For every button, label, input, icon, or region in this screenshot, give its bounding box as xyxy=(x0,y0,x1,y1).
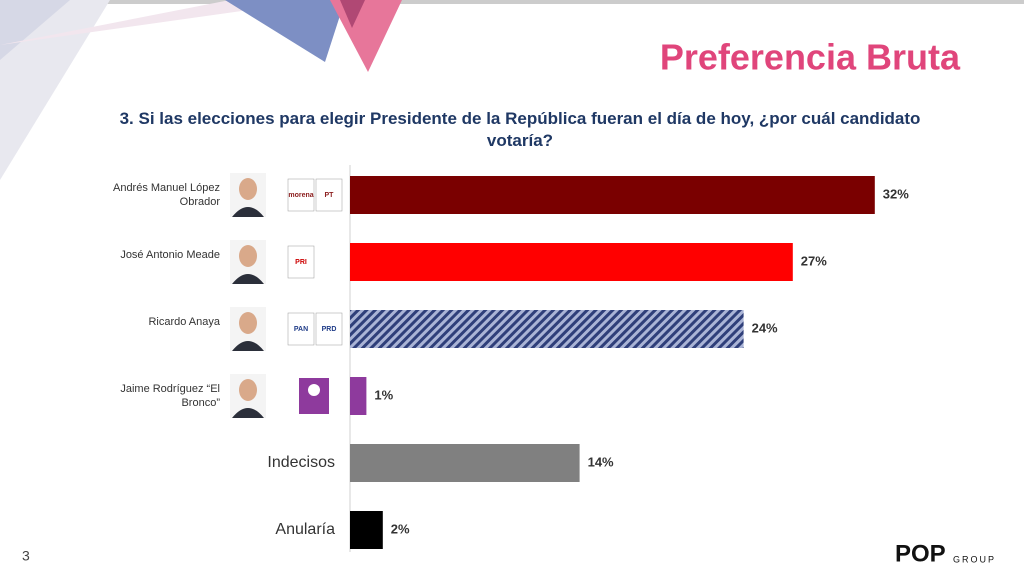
party-logo-text: PAN xyxy=(294,326,308,333)
party-logo-icon xyxy=(308,384,320,396)
party-logo-text: PRD xyxy=(322,326,337,333)
bar xyxy=(350,377,367,415)
value-label: 32% xyxy=(883,186,909,201)
category-label: Jaime Rodríguez “El Bronco” xyxy=(120,383,220,409)
decor xyxy=(0,0,110,180)
party-logo xyxy=(315,178,343,212)
decor xyxy=(225,0,345,62)
bar xyxy=(350,310,744,348)
brand-logo: POP xyxy=(895,540,946,567)
photo-face xyxy=(239,178,257,200)
value-label: 2% xyxy=(391,521,410,536)
brand-logo-sub: GROUP xyxy=(953,554,996,564)
decor xyxy=(0,0,320,45)
party-logo xyxy=(287,312,315,346)
party-logo-text: PRI xyxy=(295,259,307,266)
category-label: Ricardo Anaya xyxy=(148,316,220,328)
value-label: 24% xyxy=(752,320,778,335)
party-logo xyxy=(287,178,315,212)
photo-suit xyxy=(232,341,264,351)
party-logo-text: PT xyxy=(325,192,335,199)
category-label: Indecisos xyxy=(267,454,335,471)
page-number: 3 xyxy=(22,548,30,564)
party-logo xyxy=(315,312,343,346)
photo-suit xyxy=(232,274,264,284)
question: 3. Si las elecciones para elegir Preside… xyxy=(119,109,921,150)
photo-face xyxy=(239,379,257,401)
value-label: 1% xyxy=(374,387,393,402)
bar xyxy=(350,243,793,281)
decor xyxy=(0,0,70,60)
photo-face xyxy=(239,312,257,334)
photo-suit xyxy=(232,207,264,217)
party-logo xyxy=(287,245,315,279)
top-border xyxy=(0,0,1024,4)
bar xyxy=(350,444,580,482)
chart-title: Preferencia Bruta xyxy=(660,37,961,78)
bar xyxy=(350,176,875,214)
photo-face xyxy=(239,245,257,267)
decor xyxy=(340,0,365,28)
value-label: 27% xyxy=(801,253,827,268)
value-label: 14% xyxy=(588,454,614,469)
category-label: Andrés Manuel López Obrador xyxy=(112,182,220,208)
party-logo-text: morena xyxy=(288,192,313,199)
category-label: José Antonio Meade xyxy=(120,249,220,261)
bar xyxy=(350,511,383,549)
category-label: Anularía xyxy=(275,521,335,538)
photo-suit xyxy=(232,408,264,418)
